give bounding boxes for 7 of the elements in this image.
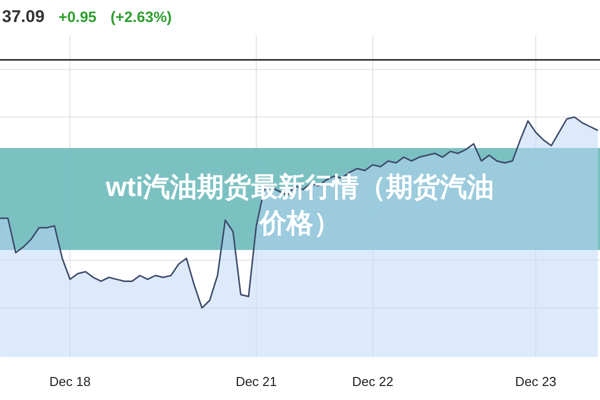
text: (+2.63%) <box>110 9 172 26</box>
x-tick-label: Dec 23 <box>515 374 556 389</box>
x-tick-label: Dec 22 <box>352 374 394 389</box>
text: +0.95 <box>58 9 97 26</box>
x-tick-label: Dec 21 <box>236 374 277 389</box>
x-tick-label: Dec 18 <box>49 374 91 389</box>
text: 37.09 <box>2 7 45 26</box>
